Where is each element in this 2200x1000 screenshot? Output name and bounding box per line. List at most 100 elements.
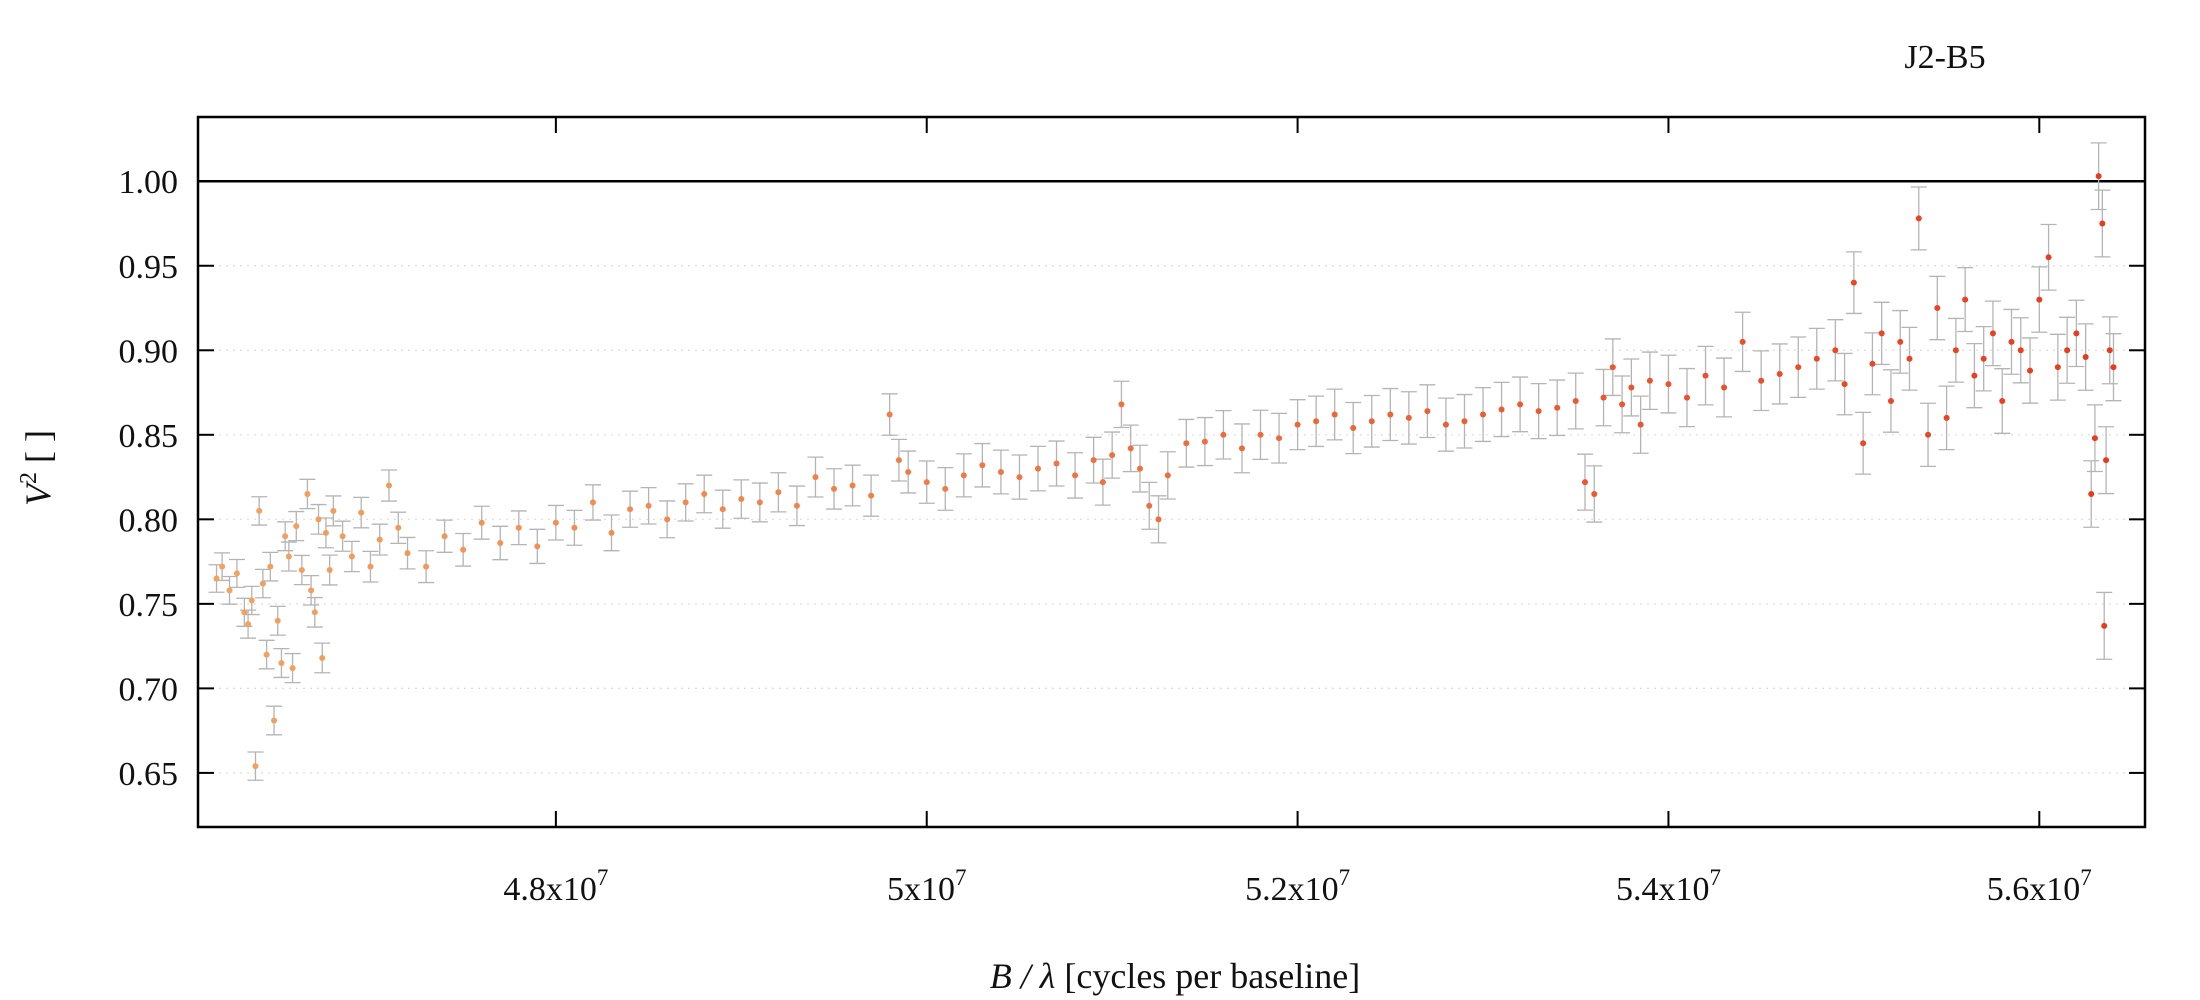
x-tick-label: 5x107: [887, 865, 967, 908]
data-point: [1989, 330, 1996, 337]
data-point: [304, 490, 311, 497]
data-point: [1582, 479, 1589, 486]
x-axis-label-units: [cycles per baseline]: [1055, 956, 1360, 996]
y-tick-label: 0.85: [119, 418, 179, 455]
data-point: [2106, 347, 2113, 354]
y-tick-label: 0.80: [119, 502, 179, 539]
data-point: [423, 563, 430, 570]
data-point: [1350, 425, 1357, 432]
data-point: [1619, 401, 1626, 408]
data-point: [1164, 472, 1171, 479]
data-point: [1628, 384, 1635, 391]
y-tick-label: 0.70: [119, 671, 179, 708]
data-point: [719, 506, 726, 513]
data-point: [1146, 502, 1153, 509]
x-axis-label: B / λ [cycles per baseline]: [990, 956, 1360, 996]
data-point: [326, 567, 333, 574]
data-point: [1535, 408, 1542, 415]
data-point: [515, 524, 522, 531]
data-point: [1201, 438, 1208, 445]
data-point: [395, 524, 402, 531]
data-point: [1665, 381, 1672, 388]
data-point: [2099, 220, 2106, 227]
data-point: [1952, 347, 1959, 354]
data-point: [923, 479, 930, 486]
data-point: [1257, 431, 1264, 438]
data-point: [233, 570, 240, 577]
data-point: [278, 660, 285, 667]
data-point: [812, 474, 819, 481]
data-point: [2091, 435, 2098, 442]
error-bars-layer: [208, 142, 2122, 781]
data-point: [1405, 414, 1412, 421]
data-point: [319, 654, 326, 661]
data-point: [1220, 431, 1227, 438]
data-point: [1869, 360, 1876, 367]
data-point: [376, 536, 383, 543]
data-point: [1155, 516, 1162, 523]
data-point: [895, 457, 902, 464]
data-point: [1368, 418, 1375, 425]
data-point: [1461, 418, 1468, 425]
data-points-layer: [213, 173, 2117, 770]
data-point: [979, 462, 986, 469]
data-point: [2103, 457, 2110, 464]
data-point: [1053, 460, 1060, 467]
data-point: [322, 529, 329, 536]
data-point: [497, 540, 504, 546]
data-point: [571, 524, 578, 531]
y-axis-label: V2 [ ]: [16, 430, 58, 506]
data-point: [1860, 440, 1867, 447]
data-point: [2054, 364, 2061, 371]
data-point: [259, 580, 266, 587]
data-point: [868, 492, 875, 499]
data-point: [2017, 347, 2024, 354]
data-point: [298, 567, 305, 574]
data-point: [1109, 452, 1116, 459]
data-point: [1424, 408, 1431, 415]
data-point: [701, 490, 708, 497]
data-point: [1276, 435, 1283, 442]
data-point: [1118, 401, 1125, 408]
data-point: [1090, 457, 1097, 464]
data-point: [1925, 431, 1932, 438]
data-point: [1517, 401, 1524, 408]
data-point: [1832, 347, 1839, 354]
data-point: [2101, 622, 2108, 629]
data-point: [267, 563, 274, 570]
x-axis-label-variable: B / λ: [990, 956, 1056, 996]
data-point: [942, 485, 949, 492]
data-point: [664, 516, 671, 523]
y-tick-label: 1.00: [119, 164, 179, 201]
data-point: [2095, 173, 2102, 180]
data-point: [271, 717, 278, 724]
data-point: [1554, 404, 1561, 411]
data-point: [1099, 479, 1106, 486]
data-point: [248, 597, 255, 604]
data-point: [308, 587, 315, 594]
data-point: [252, 763, 259, 770]
data-point: [2082, 354, 2089, 361]
data-point: [905, 469, 912, 475]
data-point: [1072, 472, 1079, 479]
data-point: [831, 485, 838, 492]
data-point: [339, 533, 346, 540]
data-point: [1758, 377, 1765, 384]
data-point: [960, 472, 967, 479]
data-point: [285, 553, 292, 560]
data-point: [348, 553, 355, 560]
data-point: [1609, 364, 1616, 371]
data-point: [1034, 465, 1041, 472]
data-point: [1999, 398, 2006, 404]
data-point: [2088, 490, 2095, 497]
grid-layer: [198, 265, 2145, 774]
data-point: [263, 651, 270, 658]
data-point: [460, 546, 467, 553]
data-point: [849, 482, 856, 489]
data-point: [1183, 440, 1190, 447]
data-point: [886, 411, 893, 418]
data-point: [1897, 338, 1904, 345]
data-point: [645, 502, 652, 509]
y-axis-label-superscript: 2: [16, 472, 42, 484]
